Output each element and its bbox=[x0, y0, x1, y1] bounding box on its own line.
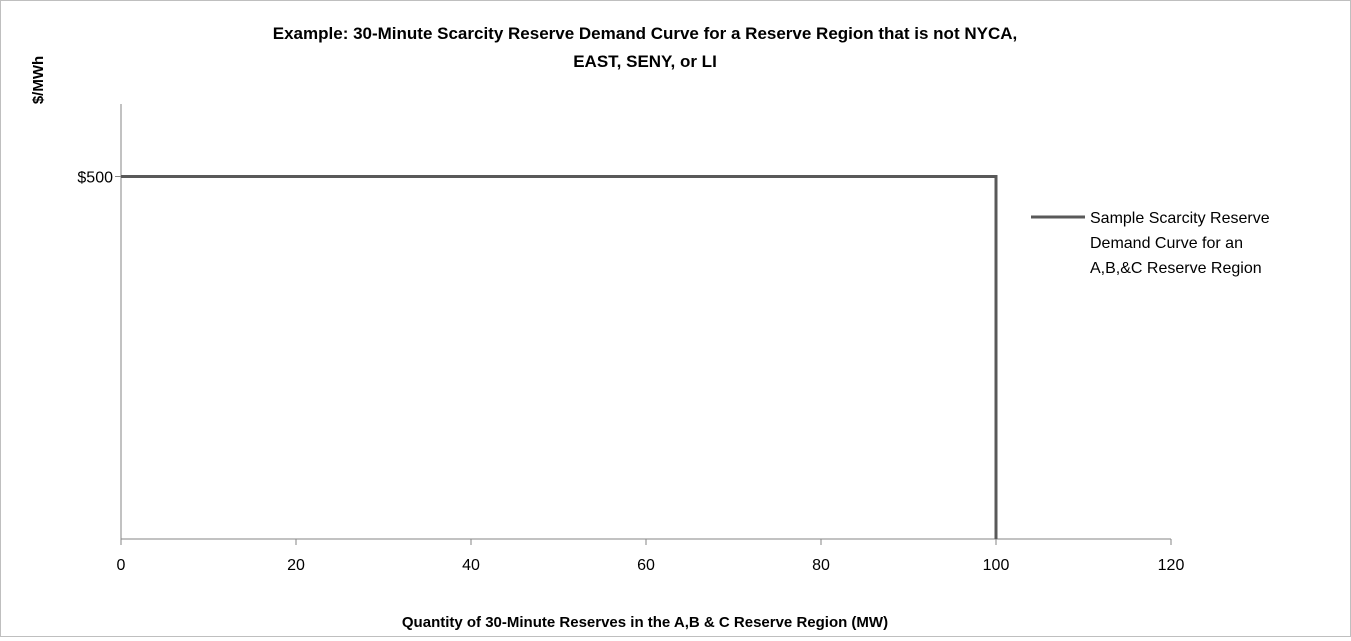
x-tick-label: 80 bbox=[812, 557, 830, 574]
plot-area bbox=[121, 175, 998, 539]
legend-label: A,B,&C Reserve Region bbox=[1090, 260, 1262, 277]
y-axis-title: $/MWh bbox=[30, 56, 47, 104]
chart-title: Example: 30-Minute Scarcity Reserve Dema… bbox=[273, 24, 1017, 71]
axes bbox=[115, 104, 1172, 545]
legend: Sample Scarcity Reserve Demand Curve for … bbox=[1031, 210, 1270, 277]
chart-title-line-2: EAST, SENY, or LI bbox=[573, 52, 717, 71]
x-tick-label: 100 bbox=[983, 557, 1010, 574]
y-tick-label: $500 bbox=[77, 170, 113, 187]
x-tick-label: 20 bbox=[287, 557, 305, 574]
tick-labels: 0 20 40 60 80 100 120 $500 bbox=[77, 170, 1184, 575]
series-line bbox=[121, 175, 998, 539]
x-axis-title: Quantity of 30-Minute Reserves in the A,… bbox=[402, 614, 888, 631]
x-tick-label: 60 bbox=[637, 557, 655, 574]
legend-label: Sample Scarcity Reserve bbox=[1090, 210, 1270, 227]
chart-title-line-1: Example: 30-Minute Scarcity Reserve Dema… bbox=[273, 24, 1017, 43]
legend-label: Demand Curve for an bbox=[1090, 235, 1243, 252]
x-tick-label: 120 bbox=[1158, 557, 1185, 574]
x-tick-label: 40 bbox=[462, 557, 480, 574]
x-tick-label: 0 bbox=[117, 557, 126, 574]
